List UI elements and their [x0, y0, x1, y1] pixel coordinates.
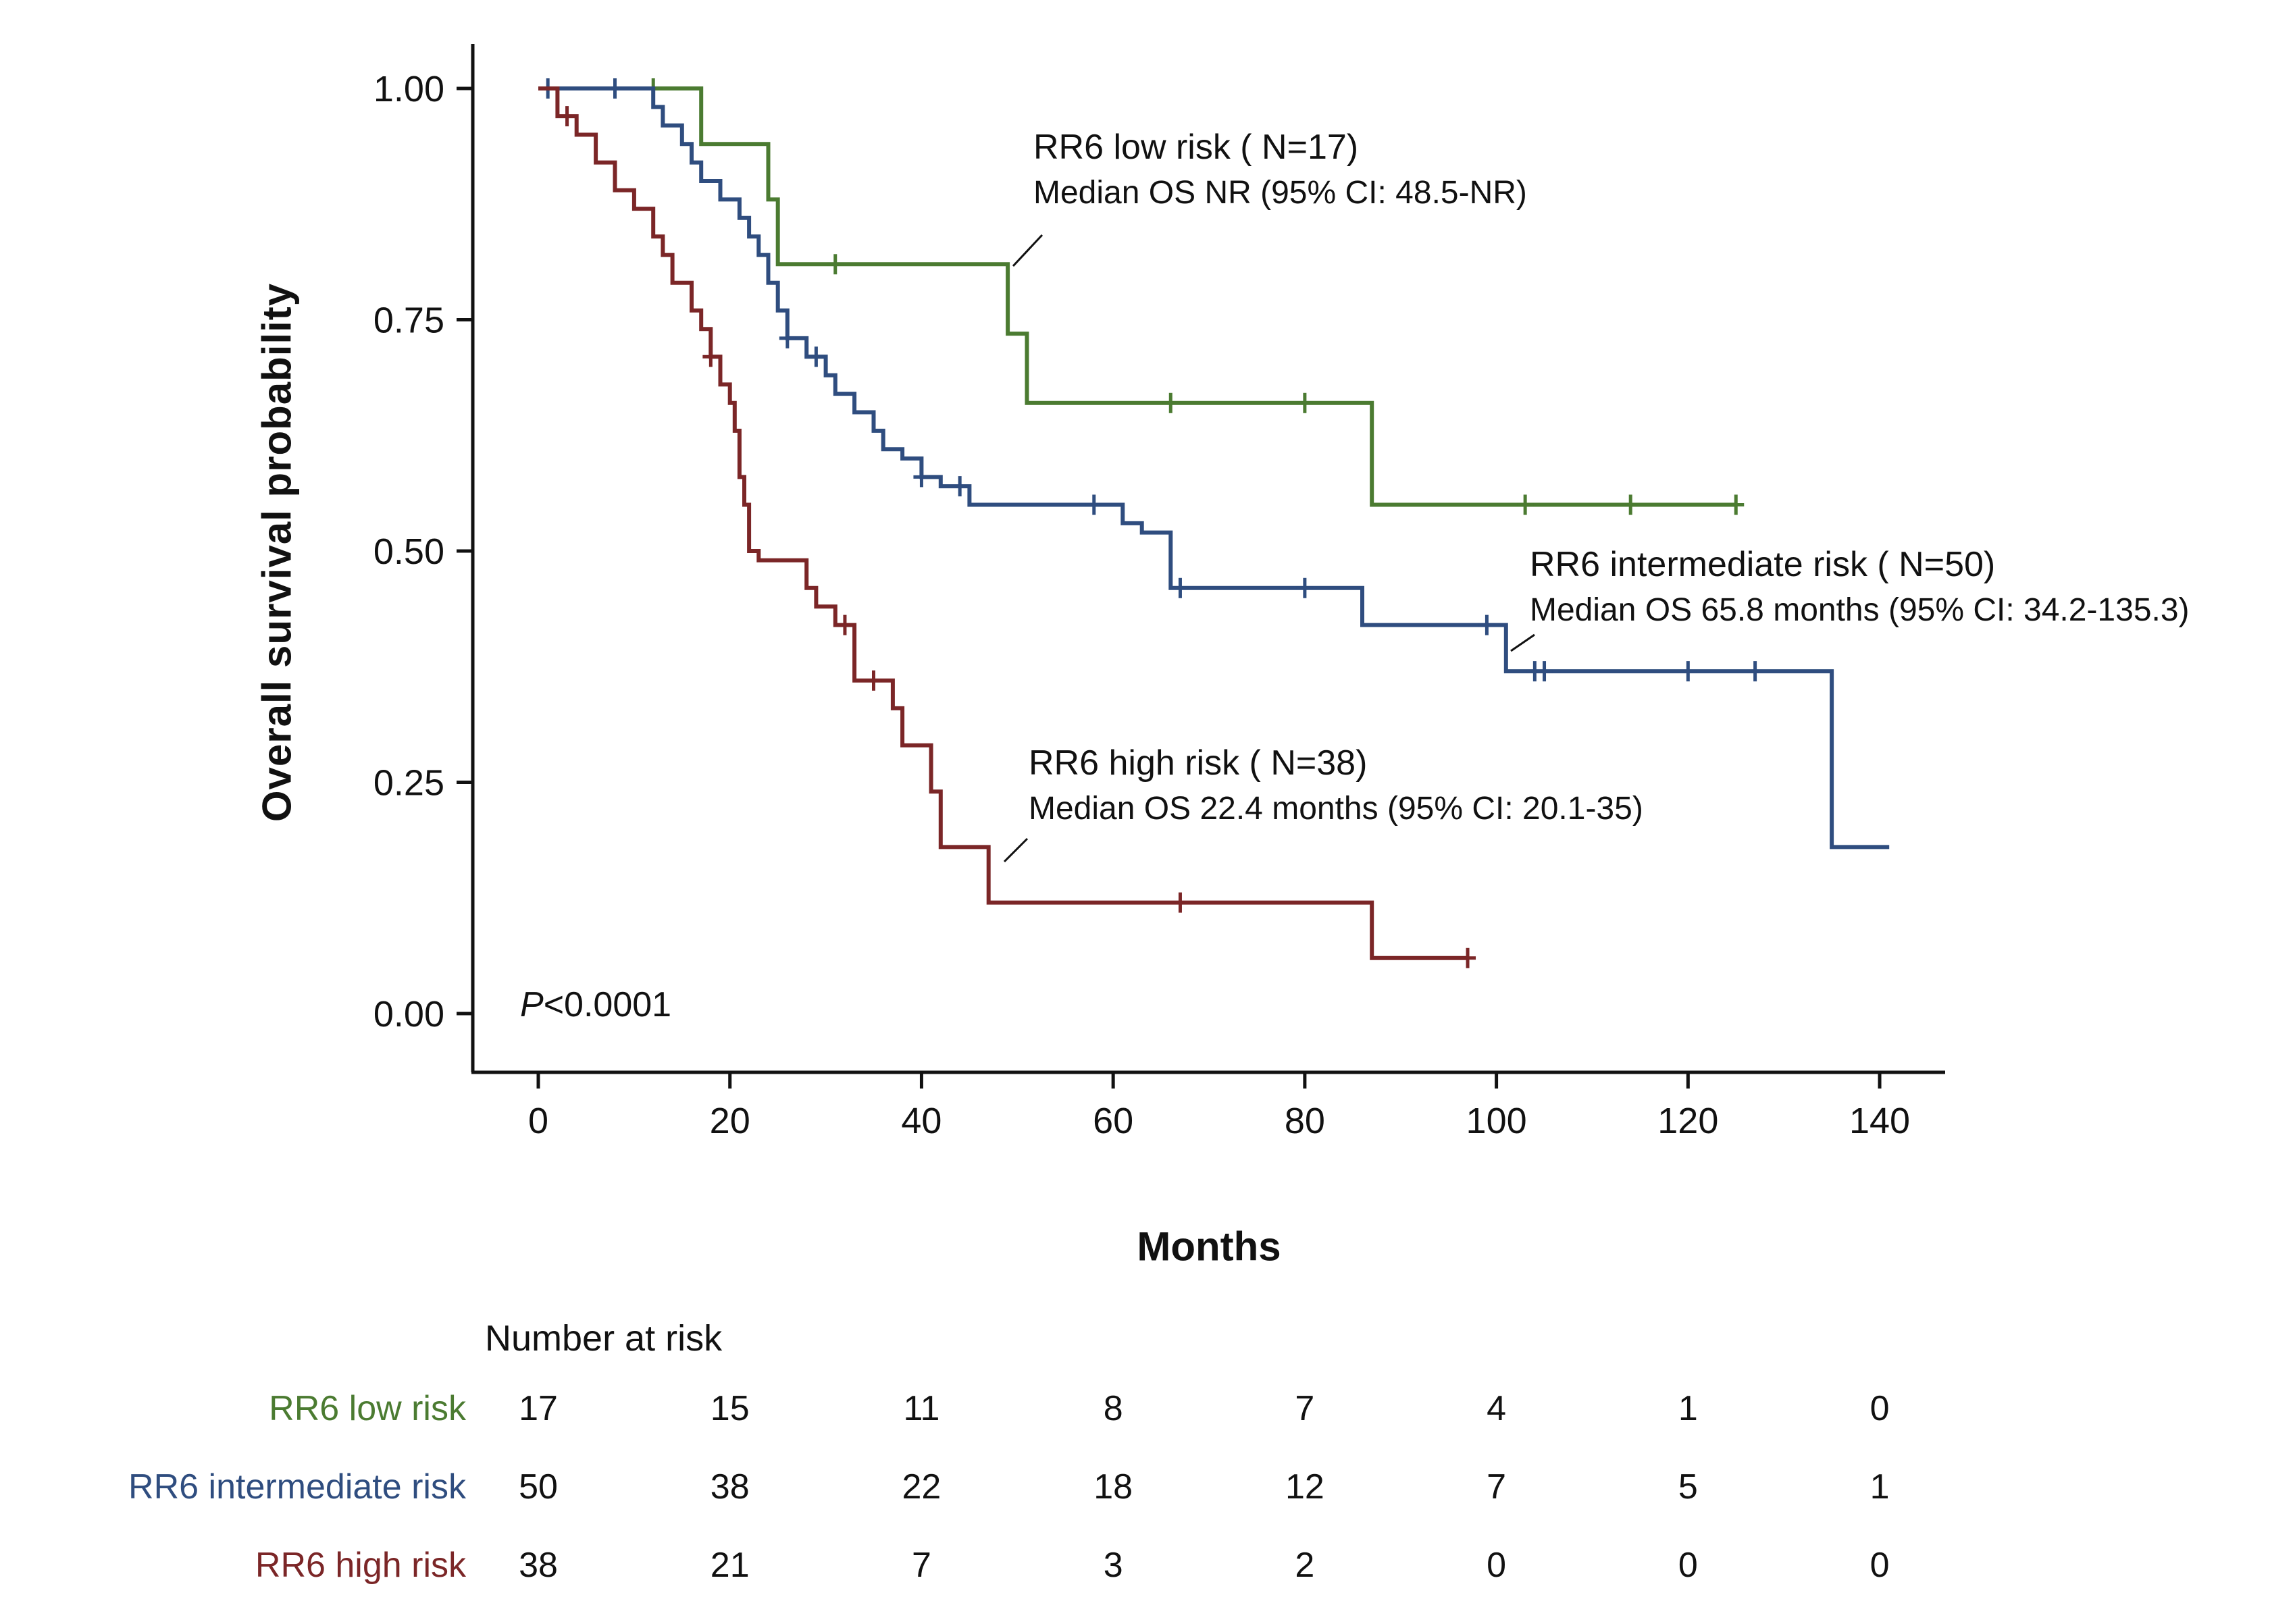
risk-row-label-high: RR6 high risk: [255, 1546, 466, 1585]
risk-count: 0: [1869, 1389, 1890, 1428]
annotation-intermediate-risk-name: RR6 intermediate risk ( N=50): [1530, 545, 1996, 584]
y-tick-label: 0.50: [373, 531, 444, 572]
annotation-low-risk-name: RR6 low risk ( N=17): [1033, 128, 1359, 167]
y-axis-title: Overall survival probability: [254, 282, 300, 822]
x-tick-label: 40: [901, 1101, 942, 1141]
km-curve-high-risk: [538, 86, 1468, 960]
risk-count: 0: [1487, 1546, 1507, 1585]
risk-count: 7: [1295, 1389, 1315, 1428]
p-value-symbol: P: [520, 985, 544, 1024]
x-axis-title: Months: [1137, 1224, 1281, 1269]
annotation-low-risk: RR6 low risk ( N=17) Median OS NR (95% C…: [1033, 127, 1527, 211]
risk-count: 11: [903, 1389, 940, 1428]
risk-count: 4: [1487, 1389, 1507, 1428]
x-tick-label: 140: [1849, 1101, 1910, 1141]
annotation-low-risk-median: Median OS NR (95% CI: 48.5-NR): [1033, 175, 1527, 211]
annotation-high-risk: RR6 high risk ( N=38) Median OS 22.4 mon…: [1029, 743, 1643, 827]
y-tick-label: 0.75: [373, 300, 444, 341]
risk-count: 2: [1295, 1546, 1315, 1585]
km-curve-intermediate-risk: [538, 86, 1890, 849]
p-value: P<0.0001: [520, 985, 671, 1025]
risk-count: 50: [519, 1467, 558, 1507]
x-tick-label: 120: [1657, 1101, 1718, 1141]
risk-count: 1: [1678, 1389, 1698, 1428]
risk-count: 1: [1869, 1467, 1890, 1507]
y-tick-label: 0.00: [373, 994, 444, 1034]
risk-count: 15: [710, 1389, 750, 1428]
risk-row-label-low: RR6 low risk: [269, 1389, 466, 1428]
km-curve-low-risk: [538, 86, 1736, 507]
risk-count: 3: [1103, 1546, 1123, 1585]
x-tick-label: 0: [528, 1101, 548, 1141]
annotation-connector: [1510, 633, 1535, 652]
risk-count: 17: [519, 1389, 558, 1428]
annotation-connector: [1012, 234, 1043, 267]
risk-count: 7: [911, 1546, 931, 1585]
risk-count: 8: [1103, 1389, 1123, 1428]
x-tick-label: 80: [1285, 1101, 1325, 1141]
y-tick-label: 0.25: [373, 763, 444, 804]
risk-count: 22: [902, 1467, 942, 1507]
y-tick-label: 1.00: [373, 69, 444, 109]
risk-count: 0: [1869, 1546, 1890, 1585]
risk-table-title: Number at risk: [485, 1318, 723, 1359]
risk-count: 0: [1678, 1546, 1698, 1585]
annotation-high-risk-name: RR6 high risk ( N=38): [1029, 743, 1368, 783]
risk-row-label-intermediate: RR6 intermediate risk: [128, 1467, 466, 1507]
annotation-connector: [1003, 837, 1029, 863]
risk-count: 7: [1487, 1467, 1507, 1507]
annotation-intermediate-risk-median: Median OS 65.8 months (95% CI: 34.2-135.…: [1530, 592, 2190, 628]
risk-count: 38: [519, 1546, 558, 1585]
p-value-number: <0.0001: [543, 985, 672, 1024]
risk-count: 5: [1678, 1467, 1698, 1507]
risk-count: 18: [1093, 1467, 1133, 1507]
risk-count: 21: [710, 1546, 750, 1585]
x-tick-label: 60: [1093, 1101, 1133, 1141]
annotation-intermediate-risk: RR6 intermediate risk ( N=50) Median OS …: [1530, 544, 2190, 629]
x-tick-label: 20: [710, 1101, 750, 1141]
x-tick-label: 100: [1466, 1101, 1527, 1141]
annotation-high-risk-median: Median OS 22.4 months (95% CI: 20.1-35): [1029, 791, 1643, 827]
risk-count: 12: [1285, 1467, 1324, 1507]
risk-count: 38: [710, 1467, 750, 1507]
